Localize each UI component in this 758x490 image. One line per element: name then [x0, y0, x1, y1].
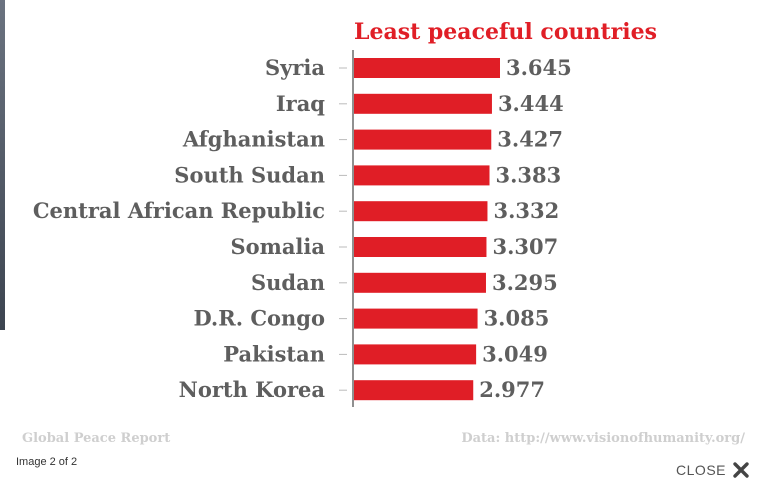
bar-north-korea	[354, 380, 474, 401]
category-label: Pakistan	[223, 341, 325, 366]
bar-d-r-congo	[354, 308, 478, 329]
value-label: 3.307	[492, 234, 558, 259]
bar-afghanistan	[354, 129, 492, 150]
close-button[interactable]: CLOSE	[676, 461, 750, 479]
category-label: Afghanistan	[182, 127, 325, 152]
bar-somalia	[354, 237, 487, 257]
bar-group	[354, 58, 500, 401]
value-label: 3.049	[482, 341, 548, 366]
category-label: Somalia	[230, 234, 325, 259]
bar-south-sudan	[354, 165, 490, 186]
category-label: Central African Republic	[33, 198, 325, 223]
value-label: 3.295	[492, 270, 558, 295]
chart-title: Least peaceful countries	[354, 19, 657, 45]
tick-group	[339, 67, 347, 391]
value-label: 3.332	[493, 198, 559, 223]
category-label: South Sudan	[174, 162, 325, 187]
value-label-group: 3.645 3.444 3.427 3.383 3.332 3.307 3.295 3.085…	[479, 55, 572, 402]
category-label: D.R. Congo	[193, 306, 325, 331]
category-label-group: Syria Iraq Afghanistan South Sudan Central A…	[33, 55, 326, 402]
bar-iraq	[354, 93, 492, 114]
value-label: 3.383	[496, 162, 562, 187]
category-label: Sudan	[251, 270, 325, 295]
value-label: 3.444	[498, 91, 564, 116]
category-label: Iraq	[276, 91, 325, 116]
bar-sudan	[354, 272, 486, 293]
close-label: CLOSE	[676, 462, 726, 478]
background-page-edge	[0, 0, 5, 330]
value-label: 3.085	[484, 306, 550, 331]
source-credit-left: Global Peace Report	[22, 431, 170, 446]
image-counter: Image 2 of 2	[16, 456, 78, 468]
value-label: 3.645	[506, 55, 572, 80]
value-label: 3.427	[497, 127, 563, 152]
bar-central-african-republic	[354, 201, 488, 222]
value-label: 2.977	[479, 377, 545, 402]
category-label: North Korea	[179, 377, 326, 402]
close-icon	[733, 462, 749, 478]
bar-syria	[354, 58, 500, 78]
bar-pakistan	[354, 344, 477, 365]
category-label: Syria	[265, 55, 325, 80]
source-credit-right: Data: http://www.visionofhumanity.org/	[461, 431, 745, 446]
